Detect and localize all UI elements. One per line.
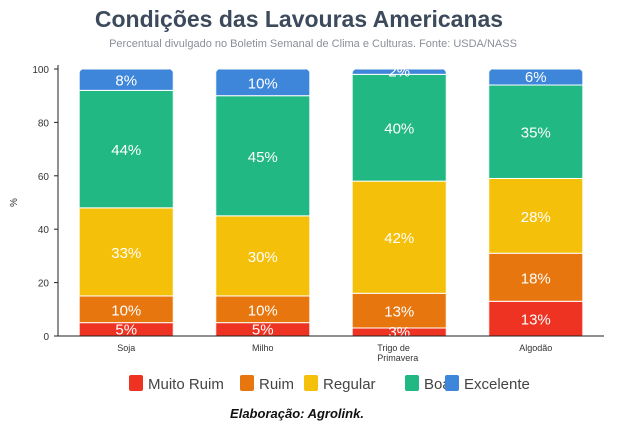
bar-segment	[488, 252, 583, 302]
data-label: 10%	[111, 302, 141, 319]
x-tick-label: Trigo de	[377, 343, 410, 353]
legend-swatch	[129, 375, 143, 391]
bar-segment	[79, 69, 174, 91]
bar-segment	[352, 73, 447, 182]
bar-segment	[352, 69, 447, 75]
legend-swatch	[405, 375, 419, 391]
data-label: 35%	[521, 125, 551, 142]
bar-segment	[352, 292, 447, 329]
bar-stack: 5% 10% 30% 45% 10%	[215, 69, 310, 338]
data-label: 10%	[248, 75, 278, 92]
chart-subtitle: Percentual divulgado no Boletim Semanal …	[109, 38, 517, 50]
data-label: 45%	[248, 149, 278, 166]
legend-swatch	[304, 375, 318, 391]
bar-stack: 5% 10% 33% 44% 8%	[79, 69, 174, 338]
data-label: 8%	[115, 73, 137, 90]
legend-label: Boa	[424, 376, 451, 393]
y-axis-label: %	[9, 198, 20, 207]
bar-segment	[79, 295, 174, 324]
y-tick-label: 80	[38, 118, 50, 129]
data-label: 30%	[248, 249, 278, 266]
legend-label: Excelente	[464, 376, 530, 393]
chart-title: Condições das Lavouras Americanas	[94, 6, 504, 32]
data-label: 3%	[388, 324, 410, 341]
bar-segment	[79, 207, 174, 297]
legend-swatch	[445, 375, 459, 391]
legend-label: Muito Ruim	[148, 376, 224, 393]
bar-stack: 3% 13% 42% 40% 2%	[352, 64, 447, 341]
data-label: 5%	[115, 321, 137, 338]
data-label: 18%	[521, 270, 551, 287]
bar-segment	[215, 295, 310, 324]
data-label: 10%	[248, 302, 278, 319]
data-label: 44%	[111, 142, 141, 159]
data-label: 40%	[384, 121, 414, 138]
bar-segment	[352, 180, 447, 294]
x-tick-label: Algodão	[519, 343, 552, 353]
legend-swatch	[240, 375, 254, 391]
data-label: 13%	[384, 304, 414, 321]
bar-stack: 13% 18% 28% 35% 6%	[488, 69, 583, 337]
data-label: 33%	[111, 245, 141, 262]
legend-label: Regular	[323, 376, 376, 393]
y-tick-label: 20	[38, 279, 50, 290]
bar-segment	[488, 84, 583, 179]
x-tick-label: Primavera	[377, 353, 418, 363]
footer-credit: Elaboração: Agrolink.	[230, 406, 364, 421]
y-tick-label: 40	[38, 225, 50, 236]
bar-segment	[215, 69, 310, 97]
bar-segment	[215, 95, 310, 217]
bar-segment	[488, 69, 583, 86]
legend: Muito Ruim Ruim Regular Boa Excelente	[129, 375, 530, 393]
data-label: 6%	[525, 69, 547, 86]
data-label: 28%	[521, 209, 551, 226]
data-label: 42%	[384, 230, 414, 247]
legend-label: Ruim	[259, 376, 294, 393]
y-tick-label: 100	[32, 65, 49, 76]
x-tick-label: Milho	[252, 343, 274, 353]
data-label: 5%	[252, 321, 274, 338]
data-label: 13%	[521, 312, 551, 329]
y-axis: 0 20 40 60 80 100%	[9, 65, 59, 343]
y-tick-label: 0	[43, 332, 49, 343]
x-tick-label: Soja	[117, 343, 135, 353]
data-label: 2%	[388, 64, 410, 81]
y-tick-label: 60	[38, 172, 50, 183]
bars: 5% 10% 33% 44% 8% 5% 10% 30% 45% 10% 3% 13% 42% 40% 2%…	[79, 64, 583, 341]
